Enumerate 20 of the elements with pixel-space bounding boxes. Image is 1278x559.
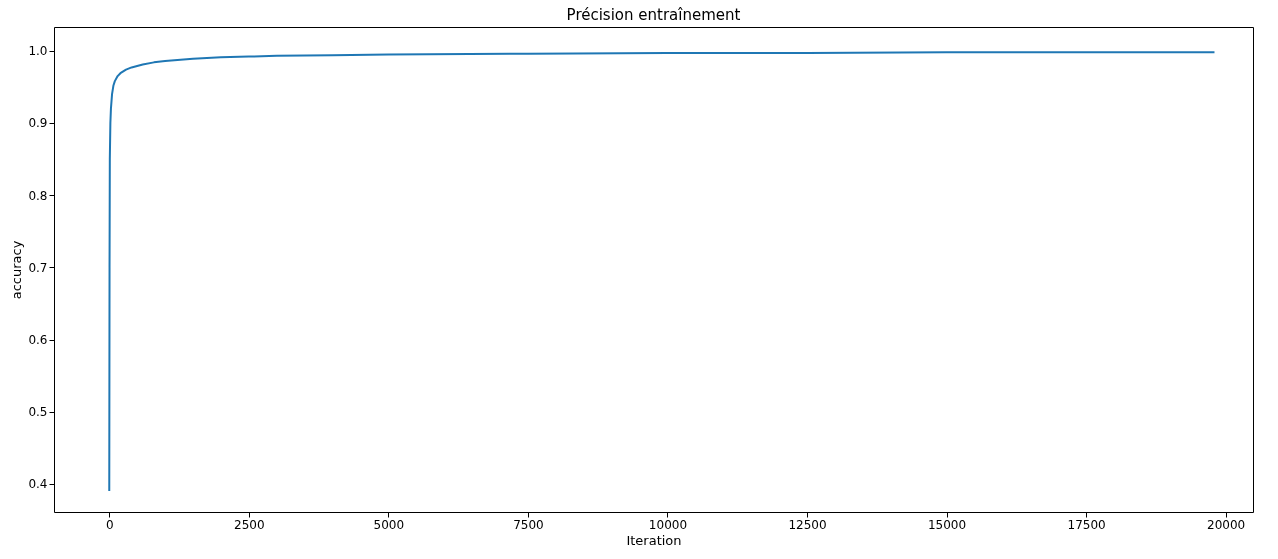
line-series: [108, 51, 1216, 493]
x-tick-label: 17500: [1067, 517, 1106, 532]
x-tick-label: 15000: [927, 517, 967, 532]
x-tick-label: 0: [105, 517, 114, 532]
x-axis-title: Iteration: [626, 532, 682, 548]
x-tick-label: 7500: [513, 517, 544, 532]
y-tick-label: 0.6: [28, 333, 48, 348]
y-axis-title: accuracy: [9, 240, 25, 300]
x-tick-label: 5000: [373, 517, 405, 532]
y-tick-label: 1.0: [28, 44, 48, 59]
x-tick-label: 20000: [1207, 517, 1246, 532]
x-tick-label: 10000: [648, 517, 688, 532]
y-tick-label: 0.5: [28, 405, 48, 420]
y-tick-label: 0.7: [28, 260, 48, 275]
y-tick-label: 0.8: [28, 188, 48, 203]
chart-title: Précision entraînement: [566, 6, 741, 24]
y-tick-label: 0.4: [28, 477, 48, 492]
x-tick-label: 2500: [234, 517, 265, 532]
y-tick-label: 0.9: [28, 116, 48, 131]
x-tick-label: 12500: [788, 517, 827, 532]
